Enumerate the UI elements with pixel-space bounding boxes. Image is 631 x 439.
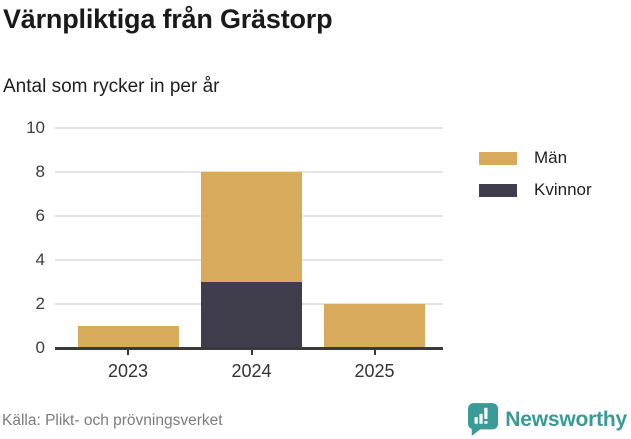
x-axis-line: [55, 347, 443, 350]
legend-swatch-kvinnor: [479, 183, 517, 197]
x-axis-label: 2025: [354, 361, 395, 381]
y-axis-label: 8: [35, 162, 45, 181]
x-axis-label: 2024: [231, 361, 272, 381]
x-axis-tick: [250, 349, 253, 355]
x-axis-tick: [373, 349, 376, 355]
y-axis-label: 2: [35, 294, 45, 313]
chart-title: Värnpliktiga från Grästorp: [3, 4, 333, 34]
newsworthy-wordmark: Newsworthy: [505, 407, 627, 431]
y-axis-label: 10: [26, 118, 45, 137]
legend-swatch-man: [479, 151, 517, 165]
legend-item-man: Män: [479, 148, 592, 168]
chart-subtitle: Antal som rycker in per år: [3, 76, 220, 97]
bar-segment-kvinnor-2024: [201, 282, 302, 348]
y-axis-label: 0: [35, 338, 45, 357]
y-axis-label: 4: [35, 250, 45, 269]
chart-legend: Män Kvinnor: [479, 148, 592, 212]
y-axis-label: 6: [35, 206, 45, 225]
bar-segment-män-2023: [77, 326, 179, 348]
x-axis-label: 2023: [107, 361, 149, 381]
newsworthy-logo: Newsworthy: [468, 403, 627, 436]
legend-label-man: Män: [534, 148, 568, 167]
x-axis-tick: [127, 349, 129, 355]
grid-line: [55, 127, 443, 129]
source-note: Källa: Plikt- och prövningsverket: [2, 412, 223, 429]
bar-segment-män-2024: [201, 172, 302, 282]
legend-label-kvinnor: Kvinnor: [534, 180, 592, 199]
bar-segment-män-2025: [324, 304, 425, 348]
newsworthy-logo-icon: [468, 403, 499, 436]
legend-item-kvinnor: Kvinnor: [479, 180, 592, 200]
